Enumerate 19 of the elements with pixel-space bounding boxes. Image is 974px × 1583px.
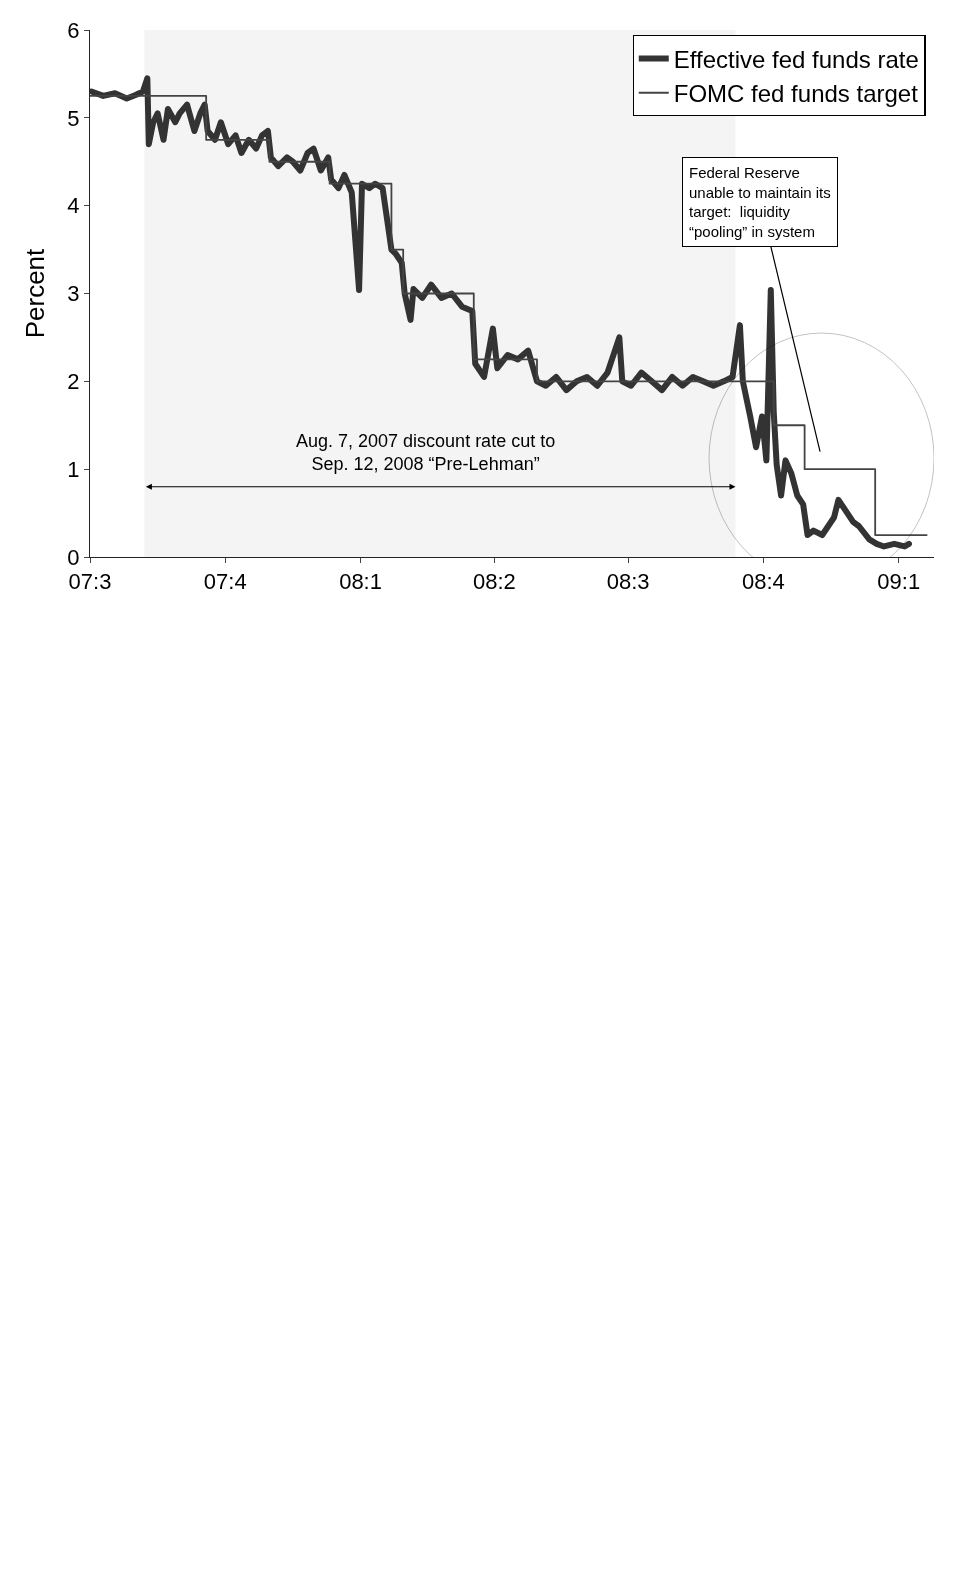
x-tick-label: 08:2 — [472, 569, 516, 595]
x-tick-label: 08:3 — [606, 569, 650, 595]
y-tick-label: 2 — [67, 369, 80, 395]
x-tick-label: 08:4 — [742, 569, 785, 595]
x-tick-label: 08:1 — [339, 569, 382, 595]
y-tick-label: 1 — [67, 456, 80, 482]
y-tick-label: 5 — [67, 105, 80, 131]
legend-label: Effective fed funds rate — [673, 45, 919, 73]
band-label: Aug. 7, 2007 discount rate cut to Sep. 12, 2008 “Pre-Lehman” — [296, 431, 556, 475]
annotation: Federal Reserve unable to maintain its target: liquidity “pooling” in system — [689, 164, 831, 240]
x-tick-label: 07:4 — [203, 569, 247, 595]
y-axis-title: Percent — [19, 247, 50, 339]
y-tick-label: 0 — [67, 544, 80, 570]
y-tick-label: 3 — [67, 281, 80, 307]
x-tick-label: 07:3 — [68, 569, 112, 595]
x-tick-label: 09:1 — [877, 569, 921, 595]
y-tick-label: 6 — [67, 17, 80, 43]
legend-label: FOMC fed funds target — [673, 80, 919, 108]
y-tick-label: 4 — [67, 193, 80, 219]
